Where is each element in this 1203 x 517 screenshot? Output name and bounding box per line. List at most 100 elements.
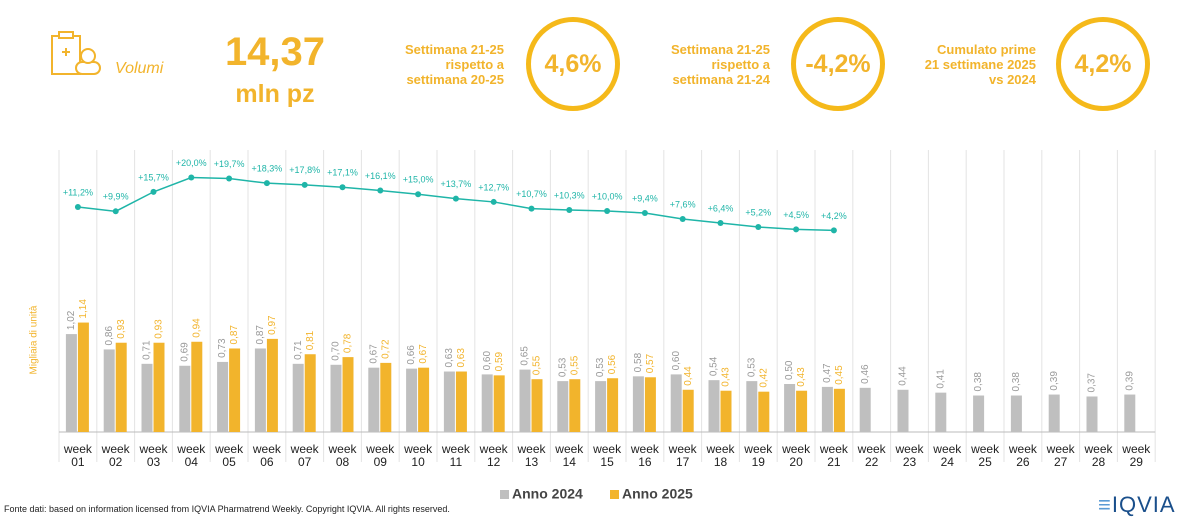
x-tick-label: week 18 <box>706 442 735 469</box>
logo-mark: ≡ <box>1098 492 1112 517</box>
bar <box>103 349 115 432</box>
data-label: 0,44 <box>683 366 694 386</box>
growth-point <box>226 175 233 182</box>
logo: ≡IQVIA <box>1098 492 1176 517</box>
data-label: 0,47 <box>822 363 833 383</box>
x-tick-label: week 06 <box>252 442 281 469</box>
x-tick-label: week 03 <box>139 442 168 469</box>
growth-point <box>452 195 459 202</box>
data-label: 0,38 <box>1011 372 1022 392</box>
bar <box>481 374 493 432</box>
bar <box>141 363 153 432</box>
x-tick-label: week 05 <box>215 442 244 469</box>
growth-point <box>566 206 573 213</box>
bar <box>531 379 543 432</box>
data-label: 0,94 <box>191 318 202 338</box>
growth-label: +19,7% <box>214 159 245 169</box>
bar <box>935 392 947 432</box>
growth-point <box>793 226 800 233</box>
growth-point <box>490 198 497 205</box>
bar <box>1048 394 1060 432</box>
footer: Fonte dati: based on information license… <box>4 504 450 514</box>
growth-point <box>339 184 346 191</box>
data-label: 0,97 <box>267 315 278 335</box>
x-tick-label: week 11 <box>441 442 470 469</box>
x-tick-label: week 20 <box>782 442 811 469</box>
x-tick-label: week 04 <box>177 442 206 469</box>
data-label: 0,44 <box>898 366 909 386</box>
growth-label: +7,6% <box>670 199 696 209</box>
x-tick-label: week 28 <box>1084 442 1113 469</box>
bar <box>632 376 644 432</box>
growth-label: +15,7% <box>138 172 169 182</box>
growth-point <box>188 174 195 181</box>
data-label: 0,67 <box>418 344 429 364</box>
legend-label: Anno 2024 <box>512 486 583 502</box>
bar <box>557 381 569 432</box>
x-tick-label: week 16 <box>630 442 659 469</box>
growth-point <box>604 207 611 214</box>
bar <box>115 342 127 432</box>
legend-swatch <box>610 490 619 499</box>
data-label: 0,72 <box>380 339 391 359</box>
bar <box>330 364 342 432</box>
bar <box>758 391 770 432</box>
data-label: 0,66 <box>406 345 417 365</box>
x-tick-label: week 09 <box>366 442 395 469</box>
growth-point <box>150 188 157 195</box>
bar <box>897 389 909 432</box>
data-label: 1,02 <box>66 310 77 330</box>
bar <box>380 362 392 432</box>
growth-point <box>641 209 648 216</box>
data-label: 0,78 <box>343 333 354 353</box>
data-label: 0,59 <box>494 351 505 371</box>
data-label: 0,39 <box>1049 371 1060 391</box>
x-tick-label: week 22 <box>857 442 886 469</box>
x-tick-label: week 29 <box>1122 442 1151 469</box>
growth-point <box>415 191 422 198</box>
growth-point <box>377 187 384 194</box>
growth-label: +12,7% <box>478 182 509 192</box>
bar <box>833 388 845 432</box>
growth-label: +4,2% <box>821 211 847 221</box>
growth-label: +11,2% <box>63 187 93 197</box>
growth-label: +17,1% <box>327 168 358 178</box>
data-label: 0,87 <box>255 325 266 345</box>
data-label: 0,63 <box>444 348 455 368</box>
data-label: 0,70 <box>331 341 342 361</box>
bar <box>443 371 455 432</box>
bar <box>796 390 808 432</box>
bar <box>746 381 758 432</box>
growth-point <box>112 208 119 215</box>
data-label: 0,58 <box>633 352 644 372</box>
bar <box>569 379 581 432</box>
bar <box>455 371 467 432</box>
growth-point <box>679 216 686 223</box>
bar <box>418 367 430 432</box>
bar <box>670 374 682 432</box>
growth-label: +20,0% <box>176 158 207 168</box>
kpi-text: Cumulato prime 21 settimane 2025 vs 2024 <box>924 42 1036 87</box>
bar <box>191 341 203 432</box>
x-tick-label: week 15 <box>593 442 622 469</box>
growth-label: +10,0% <box>592 191 623 201</box>
bar <box>708 380 720 432</box>
legend-label: Anno 2025 <box>622 486 693 502</box>
data-label: 0,63 <box>456 348 467 368</box>
growth-label: +16,1% <box>365 171 396 181</box>
data-label: 0,87 <box>229 325 240 345</box>
x-tick-label: week 23 <box>895 442 924 469</box>
kpi-text: Settimana 21-25 rispetto a settimana 21-… <box>671 42 770 87</box>
growth-label: +17,8% <box>289 165 320 175</box>
bar <box>720 390 732 432</box>
data-label: 0,56 <box>607 354 618 374</box>
growth-point <box>74 203 81 210</box>
bar <box>65 334 77 432</box>
data-label: 0,53 <box>746 357 757 377</box>
label: Volumi <box>115 60 164 77</box>
bar <box>682 389 694 432</box>
growth-point <box>717 220 724 227</box>
legend-swatch <box>500 490 509 499</box>
growth-label: +10,7% <box>516 189 547 199</box>
